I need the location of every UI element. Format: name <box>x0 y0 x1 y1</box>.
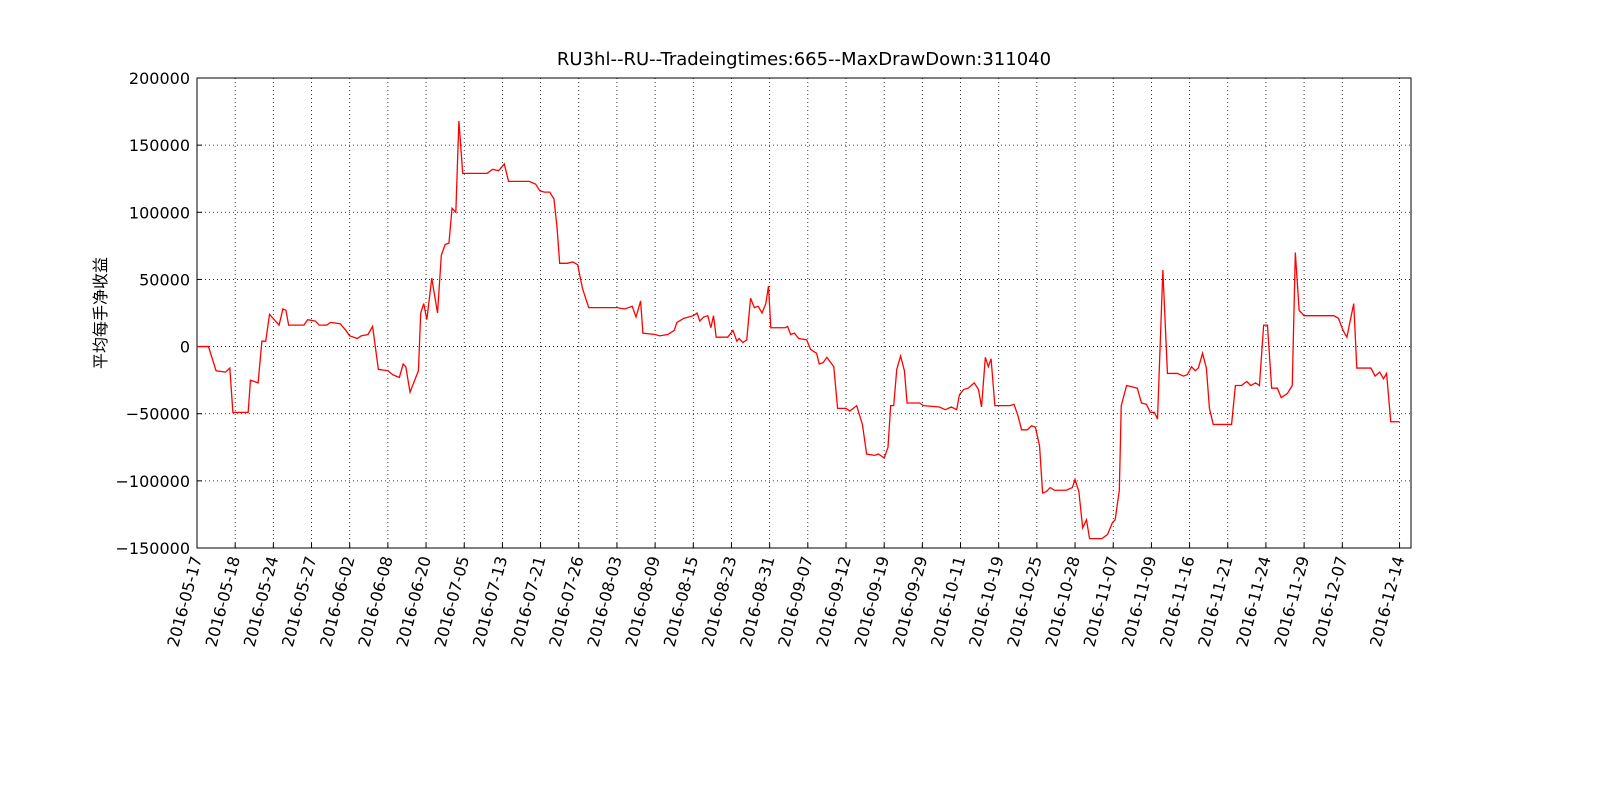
x-tick-label: 2016-12-14 <box>1366 554 1408 649</box>
x-tick-label: 2016-07-26 <box>545 554 587 649</box>
x-tick-label: 2016-08-09 <box>622 554 664 649</box>
y-tick-label: 0 <box>180 338 190 357</box>
y-tick-label: −100000 <box>116 472 190 491</box>
plot-frame <box>196 77 1412 549</box>
x-tick-label: 2016-05-17 <box>163 554 205 649</box>
x-tick-label: 2016-09-29 <box>889 554 931 649</box>
y-tick-label: −50000 <box>126 405 190 424</box>
y-tick-label: 50000 <box>139 270 190 289</box>
x-tick-label: 2016-11-09 <box>1118 554 1160 649</box>
x-tick-label: 2016-05-27 <box>278 554 320 649</box>
x-tick-label: 2016-07-21 <box>507 554 549 649</box>
x-tick-label: 2016-11-29 <box>1271 554 1313 649</box>
x-tick-label: 2016-07-13 <box>469 554 511 649</box>
x-tick-label: 2016-06-08 <box>354 554 396 649</box>
x-tick-label: 2016-10-25 <box>1003 554 1045 649</box>
x-tick-label: 2016-08-15 <box>660 554 702 649</box>
y-tick-label: 100000 <box>129 203 190 222</box>
x-tick-label: 2016-09-12 <box>812 554 854 649</box>
x-tick-label: 2016-11-24 <box>1232 554 1274 649</box>
x-tick-label: 2016-12-07 <box>1309 554 1351 649</box>
x-tick-label: 2016-06-02 <box>316 554 358 649</box>
x-tick-label: 2016-08-23 <box>698 554 740 649</box>
x-tick-label: 2016-11-16 <box>1156 554 1198 649</box>
x-tick-label: 2016-08-03 <box>583 554 625 649</box>
x-tick-label: 2016-09-19 <box>851 554 893 649</box>
y-tick-label: 200000 <box>129 69 190 88</box>
x-tick-label: 2016-07-05 <box>431 554 473 649</box>
x-tick-label: 2016-09-07 <box>774 554 816 649</box>
y-tick-label: −150000 <box>116 539 190 558</box>
x-tick-label: 2016-10-28 <box>1041 554 1083 649</box>
x-tick-label: 2016-11-21 <box>1194 554 1236 649</box>
x-tick-label: 2016-06-20 <box>393 554 435 649</box>
chart-title: RU3hl--RU--Tradeingtimes:665--MaxDrawDow… <box>557 49 1051 70</box>
x-tick-label: 2016-10-19 <box>965 554 1007 649</box>
x-tick-label: 2016-05-24 <box>240 554 282 649</box>
y-tick-label: 150000 <box>129 136 190 155</box>
x-tick-label: 2016-10-11 <box>927 554 969 649</box>
x-tick-label: 2016-08-31 <box>736 554 778 649</box>
line-series <box>197 120 1400 540</box>
x-tick-label: 2016-05-18 <box>202 554 244 649</box>
x-tick-label: 2016-11-07 <box>1080 554 1122 649</box>
y-axis-label: 平均每手净收益 <box>91 257 110 369</box>
